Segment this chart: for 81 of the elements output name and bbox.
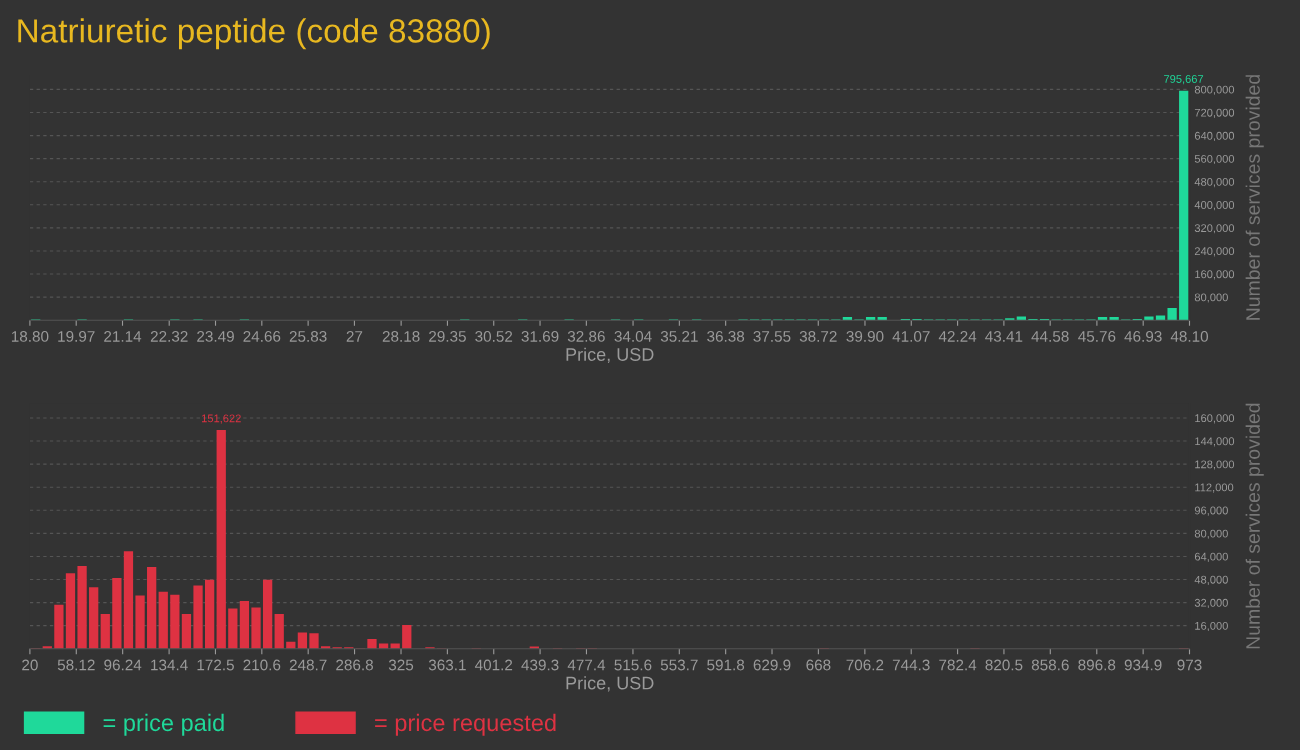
x-tick-label: 35.21: [660, 331, 698, 342]
y-tick-label: 80,000: [1194, 293, 1228, 303]
x-tick-label: 668: [806, 659, 831, 671]
x-tick-label: 591.8: [707, 659, 745, 671]
y-tick-label: 48,000: [1194, 575, 1228, 585]
x-tick-label: 134.4: [151, 659, 188, 671]
x-tick-label: 363.1: [428, 659, 466, 671]
x-tick-label: 629.9: [753, 659, 791, 671]
annotation: 795,667: [1164, 75, 1204, 85]
x-tick-label: 439.3: [521, 659, 559, 671]
y-tick-label: 160,000: [1195, 270, 1235, 280]
y-tick-label: 32,000: [1194, 598, 1228, 609]
x-axis-title: Price, USD: [566, 347, 654, 364]
x-tick-label: 48.10: [1170, 331, 1209, 342]
x-tick-label: 37.55: [753, 331, 791, 342]
y-tick-label: 480,000: [1194, 178, 1235, 188]
x-tick-label: 38.72: [799, 331, 837, 342]
y-axis-title: Number of services provided: [1245, 75, 1264, 320]
y-tick-label: 144,000: [1195, 437, 1235, 447]
x-tick-label: 31.69: [521, 331, 559, 342]
y-axis-title: Number of services provided: [1245, 403, 1264, 649]
x-tick-label: 973: [1177, 659, 1202, 671]
y-tick-label: 112,000: [1195, 483, 1234, 493]
x-tick-label: 706.2: [846, 659, 884, 671]
x-tick-label: 477.4: [567, 659, 606, 671]
x-tick-label: 45.76: [1078, 331, 1116, 342]
x-tick-label: 744.3: [892, 659, 930, 671]
y-tick-label: 800,000: [1194, 85, 1235, 95]
y-tick-label: 720,000: [1194, 108, 1235, 118]
y-tick-label: 160,000: [1195, 414, 1235, 424]
x-tick-label: 401.2: [474, 659, 513, 671]
x-tick-label: 286.8: [336, 659, 373, 671]
x-tick-label: 172.5: [197, 659, 234, 671]
x-tick-label: 32.86: [567, 331, 605, 342]
x-tick-label: 29.35: [429, 331, 466, 342]
y-tick-label: 16,000: [1195, 621, 1228, 632]
y-tick-label: 400,000: [1194, 201, 1235, 211]
x-tick-label: 934.9: [1124, 659, 1162, 671]
x-tick-label: 27: [346, 331, 363, 342]
x-tick-label: 43.41: [985, 331, 1023, 342]
x-axis-title: Price, USD: [566, 676, 654, 692]
y-tick-label: 128,000: [1195, 460, 1235, 470]
x-tick-label: 553.7: [660, 659, 698, 671]
y-tick-label: 80,000: [1194, 529, 1228, 539]
x-tick-label: 20: [22, 659, 38, 671]
y-tick-label: 240,000: [1194, 247, 1235, 257]
x-tick-label: 34.04: [614, 331, 652, 342]
x-tick-label: 44.58: [1031, 331, 1069, 342]
x-tick-label: 39.90: [846, 331, 884, 342]
x-tick-label: 896.8: [1078, 659, 1116, 671]
x-tick-label: 18.80: [11, 331, 49, 342]
x-tick-label: 58.12: [57, 659, 95, 671]
x-tick-label: 248.7: [289, 659, 327, 671]
x-tick-label: 36.38: [707, 331, 745, 342]
x-tick-label: 515.6: [614, 659, 652, 671]
y-tick-label: 640,000: [1194, 131, 1235, 142]
x-tick-label: 25.83: [289, 331, 327, 342]
x-tick-label: 41.07: [892, 331, 930, 342]
chart-title: Natriuretic peptide (code 83880): [18, 18, 490, 50]
y-tick-label: 560,000: [1194, 154, 1235, 165]
x-tick-label: 210.6: [243, 659, 281, 671]
x-tick-label: 782.4: [939, 659, 977, 671]
y-tick-label: 96,000: [1194, 506, 1228, 516]
x-tick-label: 19.97: [58, 331, 95, 342]
x-tick-label: 28.18: [382, 331, 420, 342]
x-tick-label: 21.14: [104, 331, 142, 342]
x-tick-label: 858.6: [1031, 659, 1069, 671]
x-tick-label: 42.24: [938, 331, 977, 342]
x-tick-label: 96.24: [104, 659, 142, 671]
y-tick-label: 64,000: [1194, 552, 1228, 562]
x-tick-label: 820.5: [985, 659, 1023, 671]
x-tick-label: 23.49: [197, 331, 234, 342]
legend-label: = price requested: [375, 713, 556, 736]
legend-label: = price paid: [103, 713, 224, 736]
x-tick-label: 22.32: [150, 331, 188, 342]
x-tick-label: 24.66: [243, 331, 281, 342]
x-tick-label: 46.93: [1124, 331, 1162, 342]
annotation: 151,622: [202, 414, 241, 424]
x-tick-label: 30.52: [475, 331, 513, 342]
x-tick-label: 325: [388, 659, 414, 671]
y-tick-label: 320,000: [1194, 224, 1235, 234]
